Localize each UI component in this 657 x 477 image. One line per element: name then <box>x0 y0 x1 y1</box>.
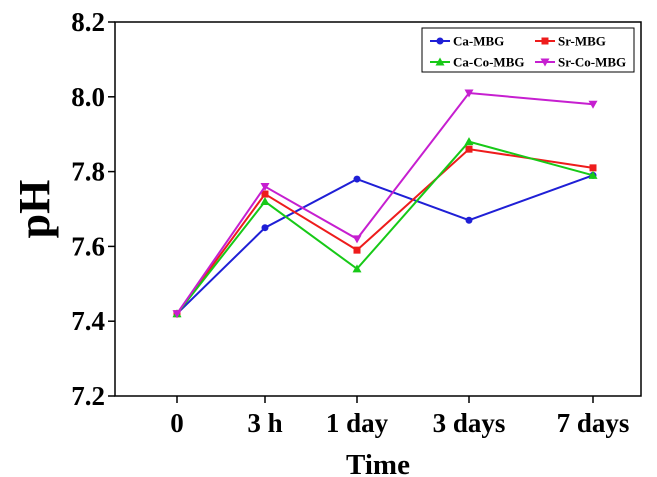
y-axis-title: pH <box>10 180 59 239</box>
legend-marker-sr-co-mbg <box>540 58 550 67</box>
legend-marker-sr-mbg <box>541 37 549 45</box>
series-ca-mbg <box>173 171 597 318</box>
legend: Ca-MBG Sr-MBG Ca-Co-MBG Sr-Co-MBG <box>421 27 635 73</box>
legend-marker-ca-mbg <box>436 37 444 45</box>
x-tick-label: 1 day <box>326 408 389 438</box>
legend-label-sr-co-mbg: Sr-Co-MBG <box>558 55 626 70</box>
x-axis-ticks: 0 3 h 1 day 3 days 7 days <box>170 396 629 438</box>
data-point-ca-co-mbg <box>260 197 270 206</box>
series-line-ca-mbg <box>176 174 594 315</box>
series-line-sr-co-mbg <box>176 92 594 315</box>
y-tick-label: 7.8 <box>71 157 105 187</box>
data-point-ca-mbg <box>353 175 361 183</box>
legend-label-sr-mbg: Sr-MBG <box>558 34 606 49</box>
data-point-ca-mbg <box>465 216 473 224</box>
data-point-sr-mbg <box>353 246 361 254</box>
y-tick-label: 7.6 <box>71 231 105 261</box>
x-tick-label: 0 <box>170 408 184 438</box>
y-tick-label: 8.0 <box>71 82 105 112</box>
x-tick-label: 3 h <box>247 408 282 438</box>
data-point-ca-co-mbg <box>464 137 474 146</box>
data-point-ca-co-mbg <box>588 170 598 179</box>
y-tick-label: 7.2 <box>71 381 105 411</box>
series-sr-co-mbg <box>172 89 598 319</box>
series-sr-mbg <box>173 145 597 318</box>
x-tick-label: 3 days <box>433 408 506 438</box>
legend-label-ca-co-mbg: Ca-Co-MBG <box>453 55 525 70</box>
y-axis-ticks: 7.2 7.4 7.6 7.8 8.0 8.2 <box>71 7 115 411</box>
data-point-sr-co-mbg <box>588 100 598 109</box>
x-tick-label: 7 days <box>557 408 630 438</box>
series-line-sr-mbg <box>176 148 594 315</box>
legend-box <box>421 27 635 73</box>
data-point-sr-mbg <box>261 190 269 198</box>
plot-frame <box>114 21 642 397</box>
data-point-ca-co-mbg <box>352 264 362 273</box>
legend-marker-ca-co-mbg <box>435 57 445 66</box>
data-point-sr-co-mbg <box>172 310 182 319</box>
data-point-sr-co-mbg <box>352 235 362 244</box>
data-point-sr-mbg <box>465 145 473 153</box>
y-tick-label: 7.4 <box>71 306 105 336</box>
series-layer <box>172 89 598 319</box>
data-point-sr-co-mbg <box>260 183 270 192</box>
data-point-sr-co-mbg <box>464 89 474 98</box>
data-point-sr-mbg <box>589 164 597 172</box>
x-axis-title: Time <box>346 449 410 477</box>
y-tick-label: 8.2 <box>71 7 105 37</box>
data-point-ca-mbg <box>261 224 269 232</box>
legend-label-ca-mbg: Ca-MBG <box>453 34 504 49</box>
